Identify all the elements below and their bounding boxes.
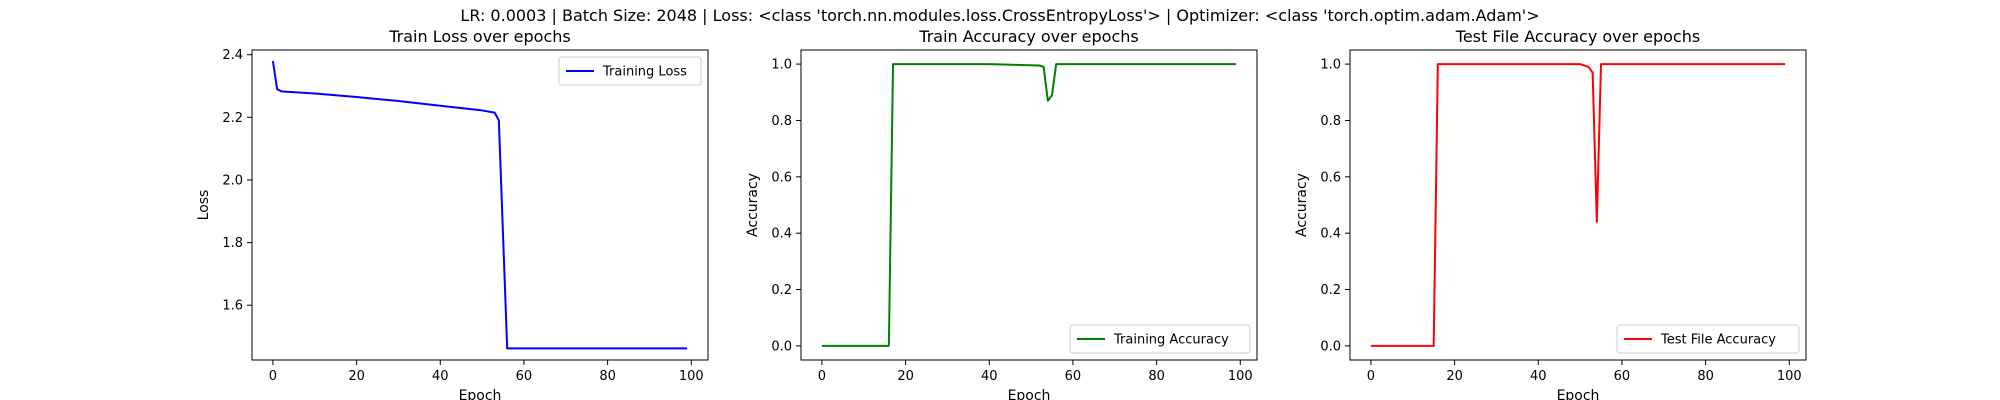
y-tick-label: 1.6 xyxy=(222,299,243,314)
x-tick-label: 40 xyxy=(432,369,449,384)
y-tick-label: 0.2 xyxy=(1320,283,1341,298)
chart-title: Train Accuracy over epochs xyxy=(918,27,1138,46)
x-axis-label: Epoch xyxy=(1557,388,1600,400)
chart-title: Train Loss over epochs xyxy=(388,27,570,46)
y-tick-label: 0.4 xyxy=(1320,227,1341,242)
y-tick-label: 0.6 xyxy=(771,170,792,185)
y-axis-label: Accuracy xyxy=(1294,173,1310,237)
y-tick-label: 1.0 xyxy=(1320,58,1341,73)
legend: Training Accuracy xyxy=(1069,324,1251,354)
series-line xyxy=(821,63,1237,347)
y-axis-label: Accuracy xyxy=(745,173,761,237)
y-axis-label: Loss xyxy=(196,190,212,221)
x-tick-label: 40 xyxy=(981,369,998,384)
x-tick-label: 80 xyxy=(599,369,616,384)
chart-panel-2: Train Accuracy over epochs 0 20 40 60 80 100 0.… xyxy=(745,27,1258,400)
y-tick-label: 1.8 xyxy=(222,236,243,251)
y-tick-label: 2.2 xyxy=(222,111,243,126)
x-tick-label: 80 xyxy=(1697,369,1714,384)
x-tick-label: 20 xyxy=(897,369,914,384)
figure-suptitle: LR: 0.0003 | Batch Size: 2048 | Loss: <c… xyxy=(460,6,1539,25)
series-line xyxy=(1370,63,1786,347)
plot-frame xyxy=(800,49,1258,361)
y-tick-label: 1.0 xyxy=(771,58,792,73)
x-tick-label: 80 xyxy=(1148,369,1165,384)
legend-label: Training Loss xyxy=(602,65,687,80)
chart-panel-1: Train Loss over epochs 0 20 40 60 80 100 1.6 1.8… xyxy=(196,27,709,400)
y-tick-label: 0.2 xyxy=(771,283,792,298)
x-tick-label: 0 xyxy=(269,369,277,384)
x-tick-label: 60 xyxy=(1614,369,1631,384)
series-line xyxy=(271,60,688,350)
x-axis-label: Epoch xyxy=(1008,388,1051,400)
legend-box xyxy=(558,56,702,86)
legend: Training Loss xyxy=(558,56,702,86)
x-tick-label: 0 xyxy=(1367,369,1375,384)
legend-box xyxy=(1616,324,1800,354)
y-tick-label: 0.0 xyxy=(771,339,792,354)
chart-title: Test File Accuracy over epochs xyxy=(1455,27,1700,46)
x-tick-label: 100 xyxy=(1777,369,1802,384)
y-tick-label: 2.4 xyxy=(222,48,243,63)
y-tick-label: 0.0 xyxy=(1320,339,1341,354)
y-tick-label: 0.6 xyxy=(1320,170,1341,185)
legend-label: Training Accuracy xyxy=(1113,333,1229,348)
y-tick-label: 0.4 xyxy=(771,227,792,242)
x-tick-label: 60 xyxy=(516,369,533,384)
chart-panel-3: Test File Accuracy over epochs 0 20 40 60 80 1… xyxy=(1294,27,1807,400)
x-tick-label: 20 xyxy=(1446,369,1463,384)
x-tick-label: 20 xyxy=(348,369,365,384)
plot-frame xyxy=(1349,49,1807,361)
legend: Test File Accuracy xyxy=(1616,324,1800,354)
x-tick-label: 40 xyxy=(1530,369,1547,384)
y-tick-label: 0.8 xyxy=(771,114,792,129)
x-tick-label: 60 xyxy=(1065,369,1082,384)
y-tick-label: 2.0 xyxy=(222,173,243,188)
y-tick-label: 0.8 xyxy=(1320,114,1341,129)
legend-label: Test File Accuracy xyxy=(1660,333,1776,348)
x-tick-label: 100 xyxy=(1228,369,1253,384)
x-axis-label: Epoch xyxy=(459,388,502,400)
plot-frame xyxy=(251,49,709,361)
x-tick-label: 100 xyxy=(679,369,704,384)
x-tick-label: 0 xyxy=(818,369,826,384)
legend-box xyxy=(1069,324,1251,354)
